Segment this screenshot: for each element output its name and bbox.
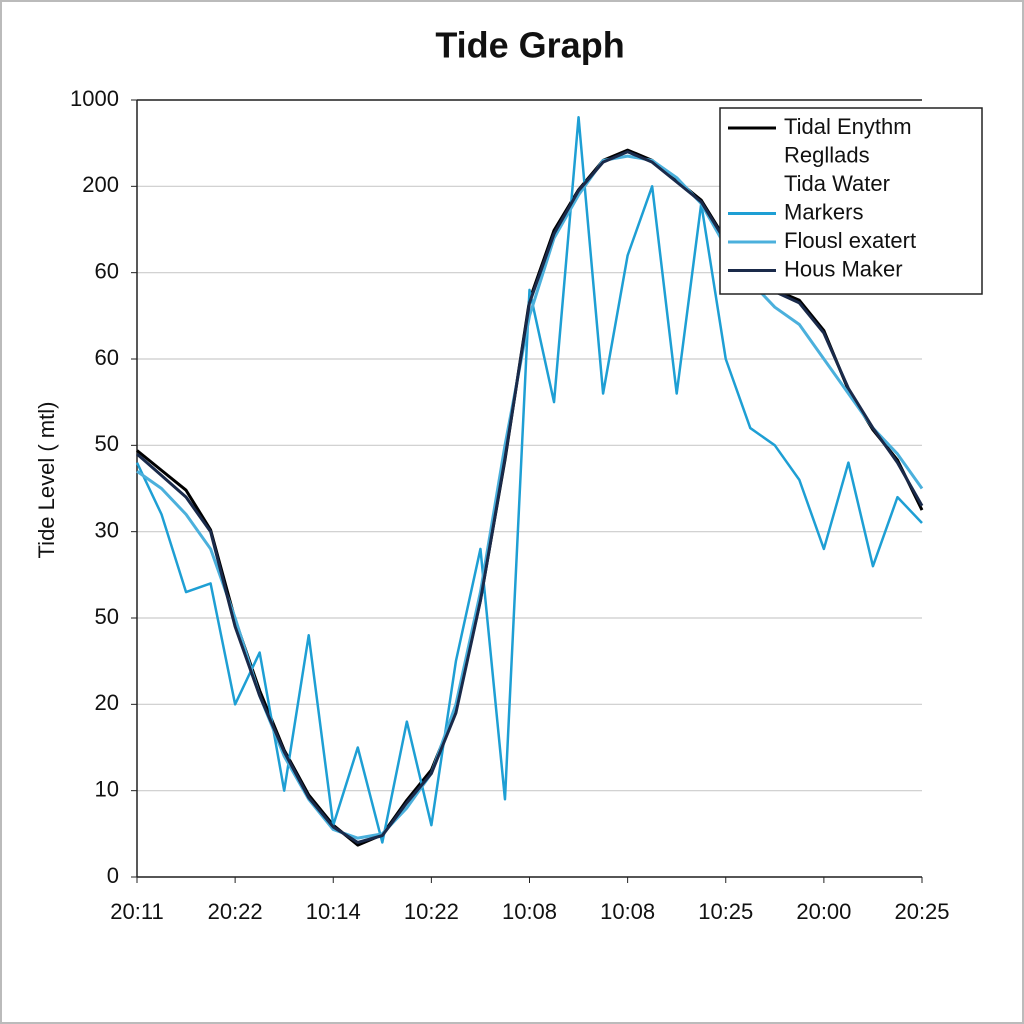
x-tick-label: 20:25 [894,899,949,924]
y-tick-label: 200 [82,172,119,197]
y-tick-label: 10 [95,776,119,801]
legend-label: Hous Maker [784,256,903,281]
y-tick-label: 1000 [70,86,119,111]
y-tick-label: 50 [95,604,119,629]
legend-label: Regllads [784,142,870,167]
x-tick-label: 20:00 [796,899,851,924]
legend-label: Markers [784,199,863,224]
x-tick-label: 20:11 [110,899,163,924]
y-axis-label: Tide Level ( mtl) [34,402,59,559]
x-tick-label: 10:25 [698,899,753,924]
legend-label: Flousl exatert [784,228,916,253]
series-line [135,116,923,844]
legend-label: Tidal Enythm [784,114,912,139]
legend-box [719,107,983,295]
y-tick-label: 60 [95,258,119,283]
y-tick-label: 30 [95,517,119,542]
y-tick-label: 60 [95,345,119,370]
x-tick-label: 10:22 [404,899,459,924]
y-tick-label: 50 [95,431,119,456]
y-tick-label: 0 [107,863,119,888]
series-line [136,150,924,844]
legend-label: Tida Water [784,171,890,196]
x-tick-label: 10:08 [600,899,655,924]
chart-title: Tide Graph [435,25,624,66]
x-tick-label: 10:14 [306,899,361,924]
x-tick-label: 20:22 [208,899,263,924]
y-tick-label: 20 [95,690,119,715]
x-tick-label: 10:08 [502,899,557,924]
